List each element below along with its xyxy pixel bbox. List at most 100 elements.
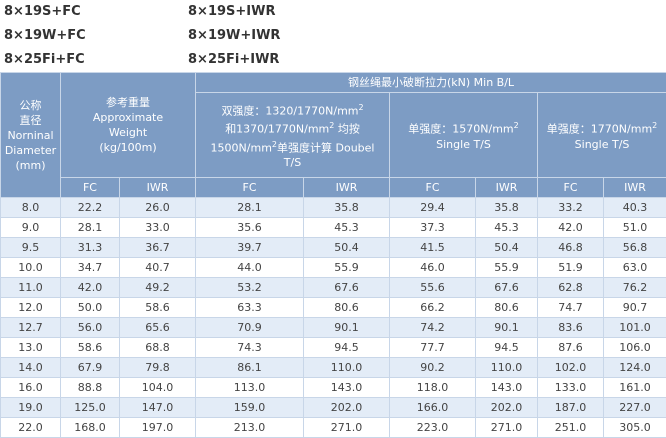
- text: 单强度：1770N/mm: [547, 123, 652, 136]
- cell: 22.2: [61, 198, 120, 218]
- text: Single T/S: [436, 138, 491, 151]
- cell: 58.6: [61, 338, 120, 358]
- cell: 12.0: [1, 298, 61, 318]
- cell: 46.8: [538, 238, 604, 258]
- text: 2: [329, 121, 334, 130]
- cell: 51.9: [538, 258, 604, 278]
- cell: 9.5: [1, 238, 61, 258]
- spec: 8×19S+FC: [4, 0, 86, 24]
- cell: 90.1: [476, 318, 538, 338]
- cell: 67.9: [61, 358, 120, 378]
- cell: 41.5: [390, 238, 476, 258]
- cell: 50.0: [61, 298, 120, 318]
- text: 均按: [338, 123, 360, 136]
- spec: 8×25Fi+FC: [4, 48, 86, 72]
- cell: 63.0: [604, 258, 666, 278]
- cell: 106.0: [604, 338, 666, 358]
- cell: 39.7: [196, 238, 304, 258]
- cell: 55.6: [390, 278, 476, 298]
- subhead: FC: [390, 178, 476, 198]
- cell: 62.8: [538, 278, 604, 298]
- cell: 33.2: [538, 198, 604, 218]
- header-right: 8×19S+IWR 8×19W+IWR 8×25Fi+IWR: [188, 0, 280, 72]
- cell: 202.0: [304, 398, 390, 418]
- cell: 45.3: [304, 218, 390, 238]
- cell: 68.8: [120, 338, 196, 358]
- cell: 161.0: [604, 378, 666, 398]
- subhead: IWR: [476, 178, 538, 198]
- cell: 110.0: [476, 358, 538, 378]
- cell: 28.1: [61, 218, 120, 238]
- text: 和1370/1770N/mm: [225, 123, 329, 136]
- spec: 8×19W+IWR: [188, 24, 280, 48]
- cell: 11.0: [1, 278, 61, 298]
- cell: 33.0: [120, 218, 196, 238]
- cell: 79.8: [120, 358, 196, 378]
- cell: 94.5: [304, 338, 390, 358]
- cell: 58.6: [120, 298, 196, 318]
- cell: 118.0: [390, 378, 476, 398]
- cell: 213.0: [196, 418, 304, 438]
- cell: 31.3: [61, 238, 120, 258]
- cell: 40.3: [604, 198, 666, 218]
- cell: 42.0: [61, 278, 120, 298]
- cell: 10.0: [1, 258, 61, 278]
- cell: 90.2: [390, 358, 476, 378]
- cell: 125.0: [61, 398, 120, 418]
- cell: 42.0: [538, 218, 604, 238]
- cell: 133.0: [538, 378, 604, 398]
- cell: 143.0: [304, 378, 390, 398]
- cell: 50.4: [304, 238, 390, 258]
- cell: 45.3: [476, 218, 538, 238]
- cell: 28.1: [196, 198, 304, 218]
- cell: 63.3: [196, 298, 304, 318]
- cell: 94.5: [476, 338, 538, 358]
- subhead: FC: [538, 178, 604, 198]
- text: 2: [359, 103, 364, 112]
- cell: 166.0: [390, 398, 476, 418]
- cell: 34.7: [61, 258, 120, 278]
- text: 公称: [20, 99, 42, 112]
- text: T/S: [284, 156, 301, 169]
- text: 单强度：1570N/mm: [408, 123, 513, 136]
- min-bl-head: 钢丝绳最小破断拉力(kN) Min B/L: [196, 73, 666, 93]
- cell: 187.0: [538, 398, 604, 418]
- cell: 53.2: [196, 278, 304, 298]
- cell: 197.0: [120, 418, 196, 438]
- cell: 159.0: [196, 398, 304, 418]
- text: 直径: [20, 114, 42, 127]
- cell: 66.2: [390, 298, 476, 318]
- cell: 67.6: [476, 278, 538, 298]
- cell: 9.0: [1, 218, 61, 238]
- cell: 50.4: [476, 238, 538, 258]
- cell: 29.4: [390, 198, 476, 218]
- cell: 168.0: [61, 418, 120, 438]
- text: 参考重量: [106, 96, 150, 109]
- cell: 227.0: [604, 398, 666, 418]
- cell: 55.9: [476, 258, 538, 278]
- cell: 90.7: [604, 298, 666, 318]
- cell: 44.0: [196, 258, 304, 278]
- cell: 35.8: [476, 198, 538, 218]
- cell: 67.6: [304, 278, 390, 298]
- cell: 56.0: [61, 318, 120, 338]
- cell: 86.1: [196, 358, 304, 378]
- spec: 8×25Fi+IWR: [188, 48, 280, 72]
- text: Approximate: [93, 111, 163, 124]
- text: 1500N/mm: [211, 141, 272, 154]
- cell: 49.2: [120, 278, 196, 298]
- text: Norninal: [7, 129, 53, 142]
- cell: 113.0: [196, 378, 304, 398]
- cell: 202.0: [476, 398, 538, 418]
- text: 2: [652, 121, 657, 130]
